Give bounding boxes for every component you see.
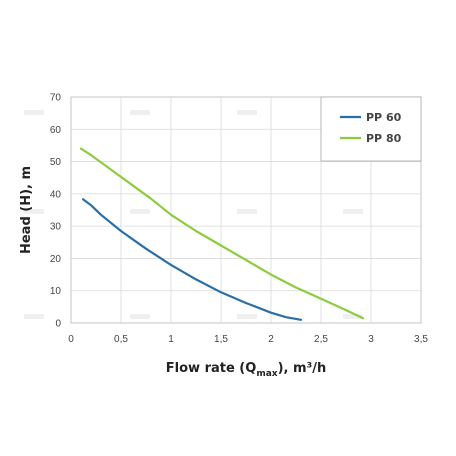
watermark-mark <box>237 110 257 115</box>
series-line-pp60 <box>81 198 303 321</box>
plot-border <box>70 96 422 324</box>
legend-label-pp80: PP 80 <box>366 132 402 145</box>
watermark-mark <box>130 110 150 115</box>
watermark-mark <box>24 314 44 319</box>
y-axis-title: Head (H), m <box>19 166 34 254</box>
x-tick-label: 3 <box>368 334 374 345</box>
x-tick-label: 3,5 <box>414 334 428 345</box>
legend-label-pp60: PP 60 <box>366 111 402 124</box>
series-line-pp80 <box>79 147 365 320</box>
x-tick-label: 0 <box>68 334 74 345</box>
series-lines <box>79 147 365 321</box>
y-tick-label: 70 <box>50 93 62 104</box>
x-tick-label: 2 <box>268 334 274 345</box>
x-axis-title: Flow rate (Qmax), m³/h <box>166 361 326 379</box>
watermark-mark <box>237 314 257 319</box>
y-tick-label: 0 <box>55 319 61 330</box>
legend: PP 60 PP 80 <box>320 96 422 162</box>
watermark-mark <box>130 314 150 319</box>
watermark-mark <box>237 209 257 214</box>
watermark-layer <box>24 110 363 319</box>
x-tick-label: 1,5 <box>214 334 228 345</box>
x-tick-label: 0,5 <box>114 334 128 345</box>
y-tick-label: 60 <box>50 125 62 136</box>
x-tick-label: 1 <box>168 334 174 345</box>
y-tick-label: 50 <box>50 157 62 168</box>
y-tick-label: 40 <box>50 189 62 200</box>
watermark-mark <box>130 209 150 214</box>
tick-labels: 0 10 20 30 40 50 60 70 0 0,5 1 1,5 2 2,5 3 3,5 <box>50 93 429 346</box>
y-tick-label: 10 <box>50 286 62 297</box>
watermark-mark <box>343 209 363 214</box>
watermark-mark <box>24 110 44 115</box>
y-tick-label: 30 <box>50 222 62 233</box>
legend-box <box>320 96 422 162</box>
x-tick-label: 2,5 <box>314 334 328 345</box>
y-tick-label: 20 <box>50 254 62 265</box>
watermark-mark <box>24 209 44 214</box>
